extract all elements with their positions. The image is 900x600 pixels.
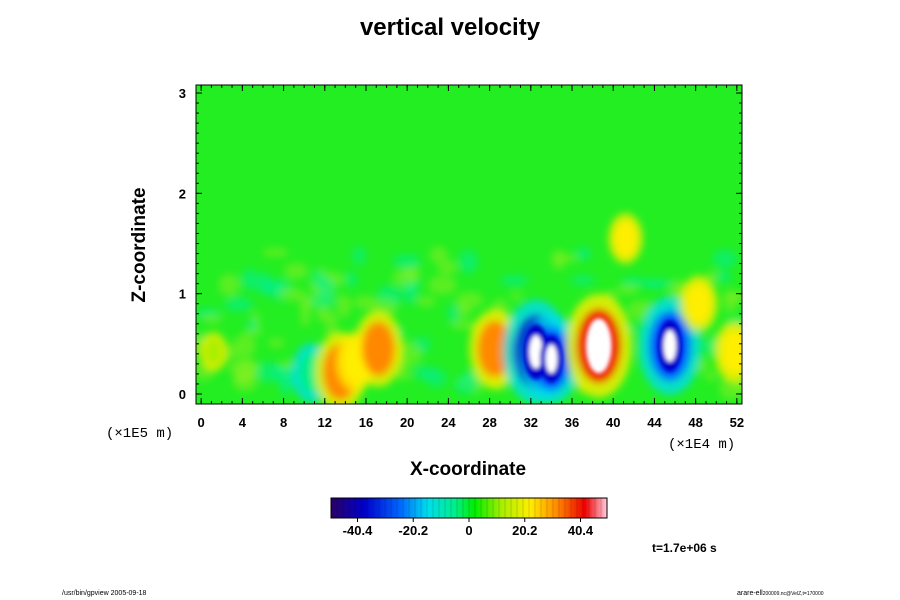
y-axis-label: Z-coordinate bbox=[129, 187, 150, 303]
texture-blob bbox=[325, 312, 338, 331]
colorbar-tick-labels: -40.4 -20.2 0 20.2 40.4 bbox=[343, 518, 594, 538]
colorbar-tick-label: -40.4 bbox=[343, 523, 373, 538]
texture-blob bbox=[352, 246, 366, 266]
feature-blob bbox=[477, 320, 512, 377]
colorbar-tick-label: 40.4 bbox=[568, 523, 594, 538]
footer-right-sub: 200009.nc@VelZ,t=170000 bbox=[762, 591, 824, 597]
texture-blob bbox=[458, 249, 478, 274]
x-tick-label: 8 bbox=[280, 415, 287, 430]
texture-blob bbox=[428, 275, 457, 295]
texture-blob bbox=[271, 366, 296, 375]
y-tick-label: 1 bbox=[179, 287, 186, 302]
x-tick-labels: 0 4 8 12 16 20 24 28 32 36 40 44 48 52 bbox=[198, 415, 745, 430]
feature-blob bbox=[361, 321, 395, 376]
texture-blob bbox=[336, 294, 352, 318]
texture-blob bbox=[256, 361, 283, 383]
y-tick-label: 3 bbox=[179, 86, 186, 101]
texture-blob bbox=[712, 249, 738, 268]
texture-blob bbox=[345, 271, 358, 288]
texture-blob bbox=[268, 337, 285, 348]
colorbar-tick-label: -20.2 bbox=[398, 523, 428, 538]
x-tick-label: 20 bbox=[400, 415, 414, 430]
texture-blob bbox=[413, 365, 437, 381]
x-tick-label: 40 bbox=[606, 415, 620, 430]
colorbar-divisions bbox=[336, 498, 602, 518]
x-tick-label: 36 bbox=[565, 415, 579, 430]
y-tick-labels: 0 1 2 3 bbox=[179, 86, 186, 402]
y-tick-label: 0 bbox=[179, 387, 186, 402]
x-axis-label: X-coordinate bbox=[409, 459, 527, 480]
texture-blob bbox=[722, 289, 738, 314]
texture-blob bbox=[616, 284, 639, 295]
x-tick-label: 12 bbox=[318, 415, 332, 430]
texture-blob bbox=[254, 281, 284, 294]
texture-blob bbox=[705, 371, 717, 382]
texture-blob bbox=[429, 246, 448, 264]
texture-blob bbox=[234, 359, 260, 382]
x-tick-label: 0 bbox=[198, 415, 205, 430]
texture-blob bbox=[447, 303, 460, 324]
x-tick-label: 28 bbox=[482, 415, 496, 430]
texture-blob bbox=[437, 260, 458, 275]
feature-peak bbox=[592, 329, 606, 363]
axis-ticks bbox=[196, 85, 742, 404]
feature-blob bbox=[686, 283, 712, 324]
colorbar-tick-label: 0 bbox=[465, 523, 472, 538]
texture-blob bbox=[218, 273, 240, 297]
texture-blob bbox=[417, 296, 436, 307]
texture-blob bbox=[396, 372, 411, 381]
texture-blob bbox=[201, 315, 223, 324]
velocity-cores bbox=[522, 318, 683, 383]
texture-blob bbox=[553, 254, 579, 263]
texture-blob bbox=[393, 254, 421, 270]
texture-blob bbox=[574, 247, 592, 261]
texture-blob bbox=[299, 294, 316, 310]
texture-blob bbox=[706, 270, 719, 282]
colorbar-tick-label: 20.2 bbox=[512, 523, 537, 538]
x-tick-label: 44 bbox=[647, 415, 662, 430]
footer-right: arare-ell200009.nc@VelZ,t=170000 bbox=[737, 590, 824, 597]
texture-blob bbox=[621, 276, 646, 287]
feature-blob bbox=[204, 337, 223, 366]
texture-blob bbox=[716, 270, 731, 284]
feature-peak bbox=[545, 344, 558, 374]
texture-blob bbox=[232, 334, 256, 358]
y-tick-label: 2 bbox=[179, 186, 186, 201]
texture-blob bbox=[278, 287, 305, 302]
heatmap-field bbox=[196, 85, 742, 404]
texture-blob bbox=[392, 269, 419, 287]
texture-blob bbox=[283, 262, 309, 280]
texture-blob bbox=[262, 247, 289, 257]
feature-blob bbox=[721, 329, 742, 374]
feature-peak bbox=[529, 335, 543, 369]
texture-blob bbox=[246, 318, 259, 333]
x-tick-label: 24 bbox=[441, 415, 456, 430]
texture-blob bbox=[455, 291, 484, 309]
texture-blob bbox=[570, 275, 595, 286]
footer-left: /usr/bin/gpview 2005-09-18 bbox=[62, 590, 147, 597]
texture-blob bbox=[241, 268, 260, 291]
x-scale-label: (×1E4 m) bbox=[668, 437, 736, 453]
texture-blob bbox=[224, 297, 254, 312]
x-tick-label: 52 bbox=[730, 415, 744, 430]
texture-blob bbox=[279, 381, 292, 397]
x-tick-label: 32 bbox=[524, 415, 538, 430]
texture-blob bbox=[454, 375, 479, 395]
texture-blob bbox=[318, 276, 337, 299]
texture-blob bbox=[500, 274, 529, 287]
footer-right-main: arare-ell bbox=[737, 590, 763, 597]
feature-blob bbox=[614, 220, 637, 257]
x-tick-label: 16 bbox=[359, 415, 373, 430]
feature-peak bbox=[663, 330, 677, 362]
y-scale-label: (×1E5 m) bbox=[106, 426, 174, 442]
x-tick-label: 4 bbox=[239, 415, 247, 430]
x-tick-label: 48 bbox=[688, 415, 702, 430]
texture-blob bbox=[641, 279, 663, 289]
texture-blob bbox=[510, 292, 523, 301]
time-label: t=1.7e+06 s bbox=[652, 541, 717, 555]
velocity-blobs bbox=[196, 213, 742, 404]
chart-title: vertical velocity bbox=[359, 14, 541, 41]
